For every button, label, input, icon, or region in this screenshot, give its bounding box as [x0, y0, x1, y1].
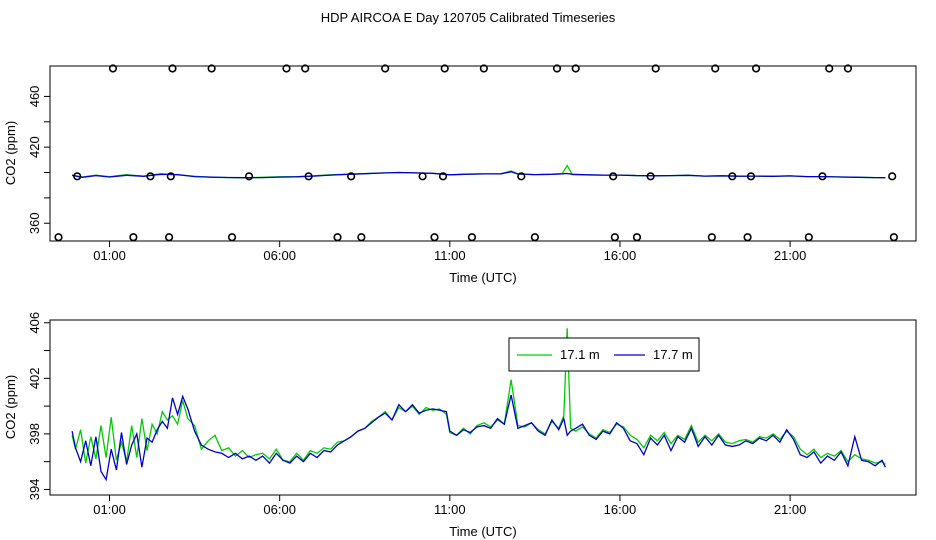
series-line-1 — [71, 394, 886, 482]
legend-label-0: 17.1 m — [560, 347, 600, 362]
x-tick-label: 06:00 — [263, 248, 296, 263]
data-marker — [347, 172, 356, 181]
data-marker — [889, 233, 898, 242]
y-tick-label: 394 — [27, 479, 42, 501]
data-marker — [438, 172, 448, 181]
series-line-1 — [71, 171, 886, 179]
marker-group — [54, 64, 898, 242]
data-marker — [381, 64, 390, 73]
chart-title: HDP AIRCOA E Day 120705 Calibrated Times… — [321, 10, 616, 25]
data-marker — [479, 64, 488, 73]
legend-label-1: 17.7 m — [653, 347, 693, 362]
x-tick-label: 11:00 — [434, 502, 466, 517]
data-marker — [707, 233, 716, 242]
data-marker — [728, 172, 737, 181]
data-marker — [646, 172, 655, 181]
data-marker — [609, 172, 618, 181]
y-tick-label: 460 — [27, 86, 42, 108]
plot-frame — [49, 65, 917, 242]
data-marker — [304, 172, 313, 181]
data-marker — [552, 64, 562, 73]
data-marker — [301, 64, 310, 73]
series-line-0 — [71, 328, 886, 465]
x-axis-label: Time (UTC) — [449, 270, 516, 285]
y-axis-label: CO2 (ppm) — [3, 121, 18, 185]
data-marker — [108, 64, 118, 73]
data-marker — [843, 64, 853, 73]
data-marker — [651, 64, 660, 73]
y-tick-label: 360 — [27, 212, 42, 234]
data-marker — [54, 233, 63, 242]
series-group — [71, 328, 886, 482]
data-marker — [743, 233, 752, 242]
y-axis-label: CO2 (ppm) — [3, 375, 18, 439]
data-marker — [711, 64, 720, 73]
data-marker — [244, 172, 254, 181]
data-marker — [610, 233, 619, 242]
calibrated-timeseries-panel: 01:00 06:00 11:00 16:00 21:00 360 420 460 Time… — [3, 64, 917, 285]
y-tick-label: 398 — [27, 423, 42, 445]
y-axis: 360 420 460 — [27, 86, 50, 234]
data-marker — [164, 233, 174, 242]
data-marker — [751, 64, 761, 73]
data-marker — [207, 64, 216, 73]
data-marker — [467, 233, 477, 242]
data-marker — [227, 233, 237, 242]
data-marker — [166, 172, 175, 181]
data-marker — [129, 233, 138, 242]
x-tick-label: 11:00 — [434, 248, 466, 263]
zoomed-timeseries-panel: 01:00 06:00 11:00 16:00 21:00 394 398 402 406 T… — [3, 312, 917, 539]
data-marker — [804, 233, 813, 242]
data-marker — [888, 172, 897, 181]
data-marker — [632, 233, 642, 242]
data-marker — [282, 64, 291, 73]
legend: 17.1 m 17.7 m — [508, 337, 700, 372]
series-group — [71, 164, 886, 179]
data-marker — [818, 172, 827, 181]
y-axis: 394 398 402 406 — [27, 312, 50, 500]
data-marker — [517, 172, 526, 181]
data-marker — [825, 64, 834, 73]
data-marker — [333, 233, 342, 242]
data-marker — [440, 64, 449, 73]
data-marker — [571, 64, 580, 73]
plot-frame — [49, 319, 917, 496]
x-axis: 01:00 06:00 11:00 16:00 21:00 — [93, 495, 806, 517]
x-tick-label: 06:00 — [263, 502, 296, 517]
x-tick-label: 21:00 — [774, 502, 807, 517]
y-tick-label: 406 — [27, 312, 42, 334]
x-axis-label: Time (UTC) — [449, 524, 516, 539]
x-tick-label: 01:00 — [93, 248, 126, 263]
x-tick-label: 16:00 — [604, 502, 637, 517]
x-tick-label: 21:00 — [774, 248, 807, 263]
x-axis: 01:00 06:00 11:00 16:00 21:00 — [93, 241, 806, 263]
x-tick-label: 16:00 — [604, 248, 637, 263]
data-marker — [168, 64, 177, 73]
data-marker — [418, 172, 427, 181]
data-marker — [73, 172, 82, 181]
data-marker — [357, 233, 366, 242]
data-marker — [430, 233, 439, 242]
y-tick-label: 402 — [27, 367, 42, 389]
data-marker — [530, 233, 539, 242]
y-tick-label: 420 — [27, 136, 42, 158]
data-marker — [746, 172, 756, 181]
x-tick-label: 01:00 — [93, 502, 126, 517]
data-marker — [146, 172, 155, 181]
